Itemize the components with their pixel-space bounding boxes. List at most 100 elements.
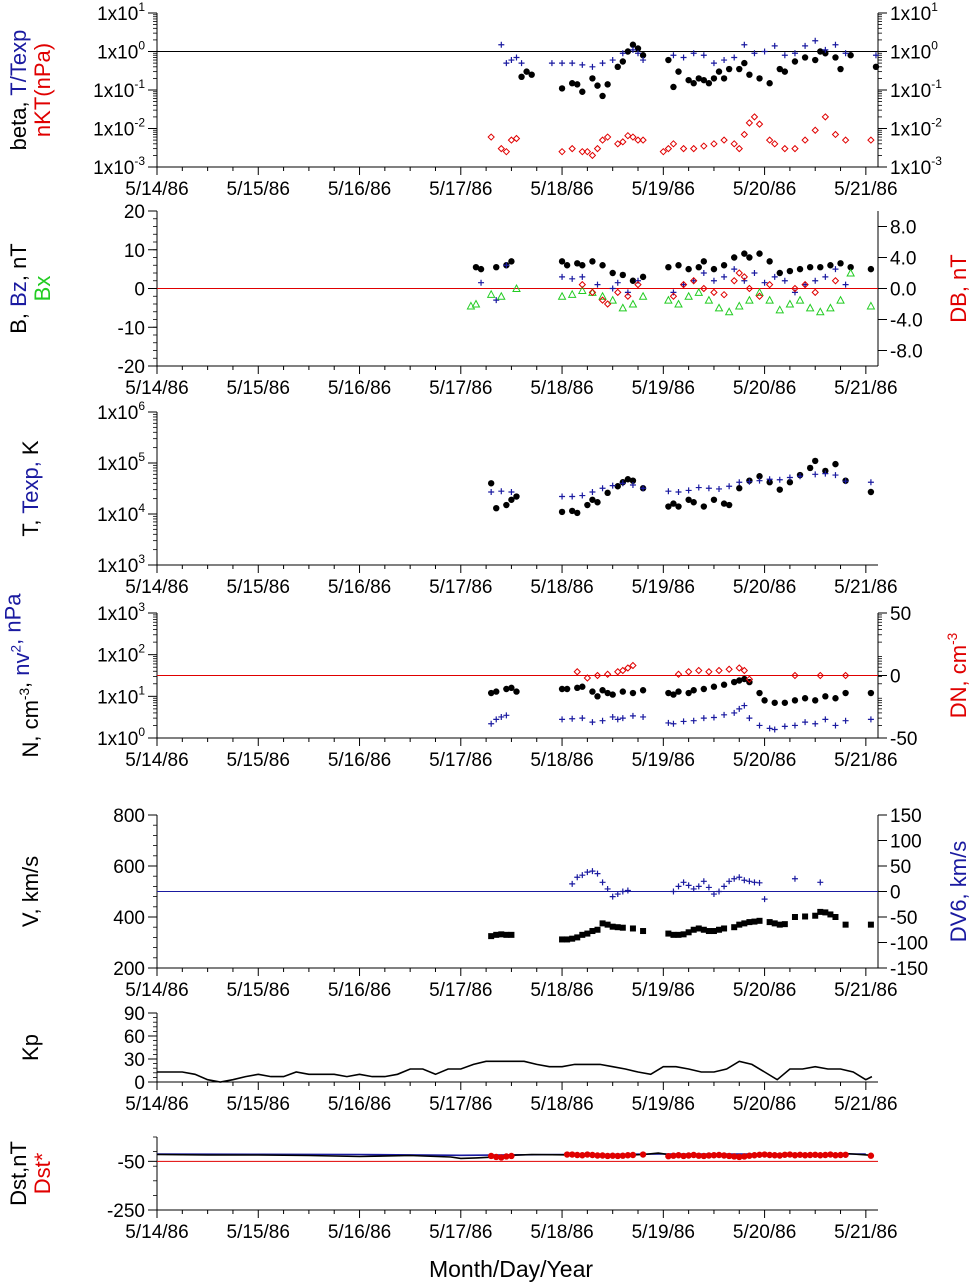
- data-point: [791, 875, 798, 882]
- data-point: [624, 292, 632, 300]
- data-point: [822, 46, 829, 53]
- data-point: [771, 42, 778, 49]
- data-point: [594, 926, 601, 933]
- data-point: [725, 665, 733, 673]
- data-point: [812, 471, 819, 478]
- data-point: [508, 931, 515, 938]
- data-point: [721, 273, 728, 280]
- data-point: [680, 931, 687, 938]
- data-point: [503, 931, 510, 938]
- data-point: [503, 712, 510, 719]
- data-point: [589, 75, 596, 82]
- data-point: [832, 460, 839, 468]
- data-point: [791, 1152, 799, 1159]
- y-tick-label: 400: [113, 908, 145, 929]
- data-point: [513, 493, 520, 500]
- data-point: [584, 1151, 591, 1158]
- data-point: [675, 489, 682, 495]
- panel-beta: 1x101 1x100 1x10-1 1x10-2 1x10-3 1x101 1x100 1x…: [93, 0, 942, 200]
- data-point: [604, 1152, 611, 1160]
- data-point: [710, 891, 717, 898]
- data-point: [832, 695, 839, 702]
- data-point: [589, 688, 596, 695]
- data-point: [619, 1152, 627, 1159]
- data-point: [588, 288, 597, 297]
- data-point: [781, 921, 788, 928]
- data-point: [589, 1151, 596, 1159]
- data-point: [746, 715, 753, 722]
- data-point: [866, 301, 876, 310]
- data-point: [822, 470, 829, 477]
- data-point: [705, 485, 712, 492]
- data-point: [579, 1152, 586, 1159]
- data-point: [614, 668, 622, 676]
- data-point: [842, 921, 849, 928]
- data-point: [802, 913, 809, 920]
- data-point: [478, 279, 485, 286]
- data-point: [578, 147, 587, 156]
- data-point: [751, 50, 758, 57]
- data-point: [746, 254, 753, 261]
- data-point: [822, 50, 829, 57]
- data-point: [731, 266, 738, 273]
- data-point: [674, 299, 683, 308]
- x-tick-label: 5/16/86: [328, 577, 391, 598]
- data-point: [725, 501, 733, 509]
- data-point: [700, 685, 708, 693]
- data-point: [756, 250, 763, 257]
- data-point: [836, 295, 845, 304]
- data-point: [796, 1151, 804, 1158]
- data-point: [559, 493, 566, 500]
- data-point: [741, 41, 748, 48]
- data-point: [761, 896, 768, 903]
- data-point: [817, 263, 824, 271]
- data-point: [817, 879, 824, 886]
- data-point: [498, 41, 505, 48]
- data-point: [598, 136, 607, 144]
- data-point: [791, 697, 799, 704]
- data-point: [503, 501, 510, 509]
- data-point: [801, 280, 809, 289]
- data-point: [841, 136, 850, 144]
- data-point: [670, 1152, 677, 1159]
- data-point: [781, 52, 788, 59]
- data-point: [700, 270, 707, 276]
- data-point: [569, 493, 576, 500]
- data-point: [583, 147, 592, 156]
- data-point: [639, 52, 647, 59]
- data-point: [518, 60, 525, 67]
- data-point: [675, 688, 682, 695]
- y-axis-title: T, Texp, K: [18, 440, 43, 537]
- data-point: [634, 45, 642, 52]
- data-point: [680, 54, 687, 61]
- data-point: [761, 48, 768, 55]
- data-point: [761, 1151, 768, 1158]
- data-point: [689, 277, 698, 285]
- data-point: [614, 483, 621, 490]
- x-tick-label: 5/15/86: [227, 378, 290, 399]
- data-point: [867, 689, 875, 697]
- data-point: [746, 71, 753, 78]
- data-point: [559, 716, 566, 723]
- data-point: [786, 267, 794, 275]
- data-point: [781, 1151, 789, 1158]
- data-point: [781, 68, 789, 75]
- data-point: [523, 68, 530, 75]
- data-point: [817, 1152, 824, 1159]
- data-point: [614, 1152, 621, 1160]
- data-point: [614, 891, 621, 898]
- y-right-tick-label: -4.0: [890, 311, 923, 332]
- data-point: [619, 480, 626, 487]
- data-point: [640, 713, 647, 720]
- data-point: [614, 140, 622, 148]
- data-point: [705, 1152, 713, 1159]
- data-point: [624, 1152, 632, 1159]
- data-point: [579, 273, 586, 280]
- data-point: [664, 295, 673, 304]
- data-point: [720, 681, 728, 688]
- data-point: [563, 685, 571, 693]
- data-point: [756, 477, 763, 484]
- data-point: [695, 75, 702, 82]
- data-point: [736, 1153, 743, 1161]
